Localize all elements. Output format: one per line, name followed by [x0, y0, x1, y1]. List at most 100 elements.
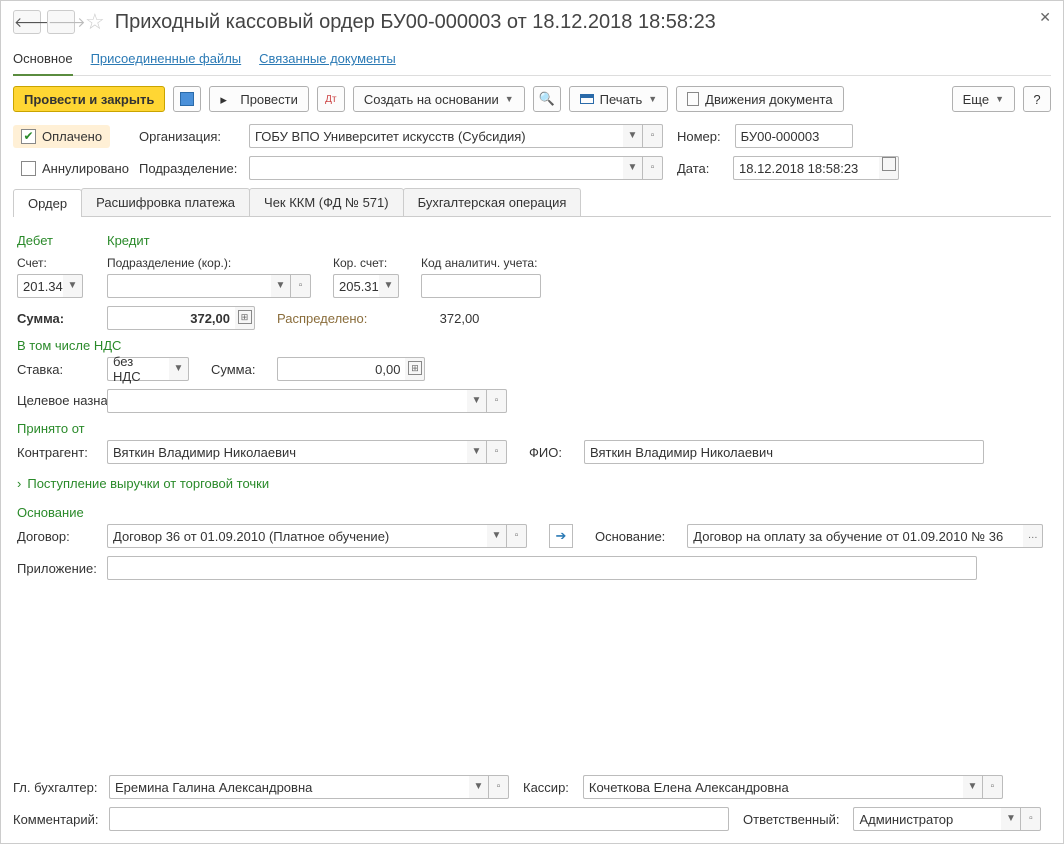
- dropdown-icon[interactable]: ▼: [623, 156, 643, 180]
- save-button[interactable]: [173, 86, 201, 112]
- calc-icon[interactable]: ⊞: [235, 306, 255, 330]
- dtct-button[interactable]: Дт: [317, 86, 345, 112]
- open-icon[interactable]: ▫: [489, 775, 509, 799]
- search-button[interactable]: 🔍: [533, 86, 561, 112]
- subtab-acct[interactable]: Бухгалтерская операция: [403, 188, 582, 216]
- rate-label: Ставка:: [17, 362, 85, 377]
- comment-label: Комментарий:: [13, 812, 95, 827]
- sub-tabs: Ордер Расшифровка платежа Чек ККМ (ФД № …: [13, 188, 1051, 217]
- footer-row-1: Гл. бухгалтер: Еремина Галина Александро…: [13, 775, 1051, 799]
- tab-related[interactable]: Связанные документы: [259, 45, 396, 75]
- dropdown-icon[interactable]: ▼: [467, 389, 487, 413]
- subtab-decode[interactable]: Расшифровка платежа: [81, 188, 250, 216]
- post-icon: ▸: [220, 92, 234, 106]
- comment-field[interactable]: [109, 807, 729, 831]
- star-icon[interactable]: ☆: [85, 9, 105, 35]
- resp-label: Ответственный:: [743, 812, 839, 827]
- org-label: Организация:: [139, 129, 235, 144]
- nds-header: В том числе НДС: [17, 338, 1047, 353]
- purpose-field[interactable]: ▼ ▫: [107, 389, 507, 413]
- dropdown-icon[interactable]: ▼: [63, 274, 83, 298]
- calc-icon[interactable]: ⊞: [405, 357, 425, 381]
- subtab-kkm[interactable]: Чек ККМ (ФД № 571): [249, 188, 404, 216]
- forward-button[interactable]: 🡒: [47, 10, 75, 34]
- open-icon[interactable]: ▫: [643, 124, 663, 148]
- org-field[interactable]: ГОБУ ВПО Университет искусств (Субсидия)…: [249, 124, 663, 148]
- order-tab-body: Дебет Счет: 201.34 ▼ Кредит Подразделени…: [13, 217, 1051, 598]
- dropdown-icon[interactable]: ▼: [963, 775, 983, 799]
- kor-acct-field[interactable]: 205.31 ▼: [333, 274, 399, 298]
- calendar-icon[interactable]: [879, 156, 899, 180]
- account-label: Счет:: [17, 256, 85, 270]
- purpose-label: Целевое назначение:: [17, 393, 85, 409]
- dept-field[interactable]: ▼ ▫: [249, 156, 663, 180]
- create-based-button[interactable]: Создать на основании▼: [353, 86, 525, 112]
- date-field[interactable]: 18.12.2018 18:58:23: [733, 156, 899, 180]
- contractor-field[interactable]: Вяткин Владимир Николаевич ▼ ▫: [107, 440, 507, 464]
- debit-header: Дебет: [17, 233, 85, 248]
- tab-files[interactable]: Присоединенные файлы: [91, 45, 242, 75]
- doc-icon: [687, 92, 699, 106]
- contract-label: Договор:: [17, 529, 85, 544]
- credit-header: Кредит: [107, 233, 311, 248]
- dtct-icon: Дт: [325, 94, 336, 105]
- dropdown-icon[interactable]: ▼: [169, 357, 189, 381]
- more-button[interactable]: Еще▼: [952, 86, 1015, 112]
- basis-field[interactable]: Договор на оплату за обучение от 01.09.2…: [687, 524, 1043, 548]
- subtab-order[interactable]: Ордер: [13, 189, 82, 217]
- post-button[interactable]: ▸Провести: [209, 86, 309, 112]
- resp-field[interactable]: Администратор ▼ ▫: [853, 807, 1041, 831]
- post-close-button[interactable]: Провести и закрыть: [13, 86, 165, 112]
- rate-field[interactable]: без НДС ▼: [107, 357, 189, 381]
- basis-header: Основание: [17, 505, 1047, 520]
- checkbox-icon: ✔: [21, 129, 36, 144]
- help-button[interactable]: ?: [1023, 86, 1051, 112]
- revenue-link[interactable]: › Поступление выручки от торговой точки: [17, 476, 269, 491]
- chief-field[interactable]: Еремина Галина Александровна ▼ ▫: [109, 775, 509, 799]
- distributed-label: Распределено:: [277, 311, 367, 326]
- basis-label: Основание:: [595, 529, 665, 544]
- open-icon[interactable]: ▫: [487, 389, 507, 413]
- attach-field[interactable]: [107, 556, 977, 580]
- sum-field[interactable]: 372,00 ⊞: [107, 306, 255, 330]
- open-icon[interactable]: ▫: [983, 775, 1003, 799]
- date-label: Дата:: [677, 161, 719, 176]
- open-icon[interactable]: ▫: [507, 524, 527, 548]
- back-button[interactable]: 🡐: [13, 10, 41, 34]
- print-button[interactable]: Печать▼: [569, 86, 669, 112]
- toolbar: Провести и закрыть ▸Провести Дт Создать …: [13, 86, 1051, 112]
- contract-field[interactable]: Договор 36 от 01.09.2010 (Платное обучен…: [107, 524, 527, 548]
- dropdown-icon[interactable]: ▼: [271, 274, 291, 298]
- analytic-label: Код аналитич. учета:: [421, 256, 541, 270]
- dropdown-icon[interactable]: ▼: [1001, 807, 1021, 831]
- tab-main[interactable]: Основное: [13, 45, 73, 76]
- open-icon[interactable]: ▫: [643, 156, 663, 180]
- number-field[interactable]: БУ00-000003: [735, 124, 853, 148]
- ellipsis-icon[interactable]: …: [1023, 524, 1043, 548]
- open-icon[interactable]: ▫: [487, 440, 507, 464]
- chief-label: Гл. бухгалтер:: [13, 780, 95, 795]
- paid-checkbox[interactable]: ✔ Оплачено: [13, 125, 110, 148]
- cashier-field[interactable]: Кочеткова Елена Александровна ▼ ▫: [583, 775, 1003, 799]
- movements-button[interactable]: Движения документа: [676, 86, 843, 112]
- footer-row-2: Комментарий: Ответственный: Администрато…: [13, 807, 1051, 831]
- header-row-1: ✔ Оплачено Организация: ГОБУ ВПО Универс…: [13, 124, 1051, 148]
- dropdown-icon[interactable]: ▼: [469, 775, 489, 799]
- cancelled-checkbox[interactable]: Аннулировано: [13, 157, 137, 180]
- open-icon[interactable]: ▫: [1021, 807, 1041, 831]
- dropdown-icon[interactable]: ▼: [379, 274, 399, 298]
- dept-kor-field[interactable]: ▼ ▫: [107, 274, 311, 298]
- open-icon[interactable]: ▫: [291, 274, 311, 298]
- distributed-value: 372,00: [389, 311, 479, 326]
- close-icon[interactable]: ✕: [1039, 9, 1051, 26]
- dropdown-icon[interactable]: ▼: [487, 524, 507, 548]
- dropdown-icon[interactable]: ▼: [623, 124, 643, 148]
- header-row-2: Аннулировано Подразделение: ▼ ▫ Дата: 18…: [13, 156, 1051, 180]
- fill-basis-button[interactable]: ➔: [549, 524, 573, 548]
- debit-account-field[interactable]: 201.34 ▼: [17, 274, 85, 298]
- fio-field[interactable]: Вяткин Владимир Николаевич: [584, 440, 984, 464]
- dropdown-icon[interactable]: ▼: [467, 440, 487, 464]
- sum-label: Сумма:: [17, 311, 85, 326]
- nds-sum-field[interactable]: 0,00 ⊞: [277, 357, 425, 381]
- analytic-field[interactable]: [421, 274, 541, 298]
